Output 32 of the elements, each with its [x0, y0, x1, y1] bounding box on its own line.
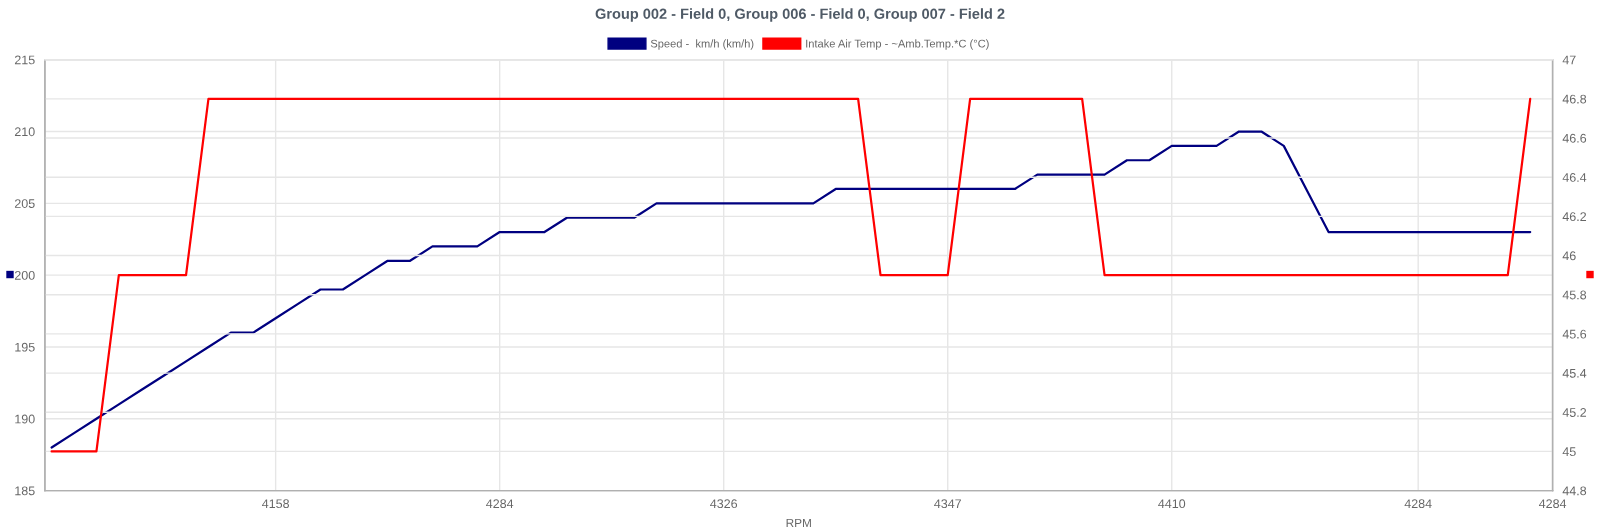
y2-tick-label: 45 [1562, 447, 1576, 457]
y2-tick-label: 46.8 [1562, 94, 1587, 104]
y-tick-label: 210 [14, 127, 35, 137]
y2-tick-label: 46.6 [1562, 133, 1587, 143]
x-tick-label: 4284 [1538, 499, 1567, 509]
y2-axis-title: ■ [1586, 270, 1594, 279]
y-tick-label: 215 [14, 55, 35, 65]
chart-title: Group 002 - Field 0, Group 006 - Field 0, Group 007 - Field 2 [595, 8, 1005, 22]
x-tick-label: 4326 [710, 499, 738, 509]
x-tick-label: 4158 [262, 499, 290, 509]
x-tick-label: 4284 [1404, 499, 1432, 509]
x-tick-label: 4347 [934, 499, 962, 509]
y2-tick-label: 45.8 [1562, 290, 1587, 300]
y2-tick-label: 44.8 [1562, 486, 1587, 496]
y-tick-label: 200 [14, 270, 35, 280]
y2-tick-label: 46.2 [1562, 212, 1587, 222]
y2-tick-label: 46.4 [1562, 173, 1587, 182]
y2-tick-label: 45.6 [1562, 329, 1587, 339]
y-tick-label: 190 [15, 414, 35, 424]
y2-tick-label: 46 [1562, 251, 1576, 261]
y-axis-title: ■ [6, 270, 14, 279]
y-tick-label: 195 [15, 342, 35, 352]
y2-tick-label: 45.4 [1562, 369, 1587, 378]
x-tick-label: 4410 [1158, 499, 1186, 509]
x-axis-title: RPM [786, 518, 811, 528]
y2-tick-label: 45.2 [1562, 408, 1587, 417]
y-tick-label: 185 [15, 486, 35, 496]
y-tick-label: 205 [14, 199, 35, 208]
legend-label: Intake Air Temp - ~Amb.Temp.*C (°C) [806, 39, 989, 50]
legend-label: Speed - km/h (km/h) [650, 39, 754, 50]
y2-tick-label: 47 [1562, 55, 1576, 65]
x-tick-label: 4284 [486, 499, 514, 509]
